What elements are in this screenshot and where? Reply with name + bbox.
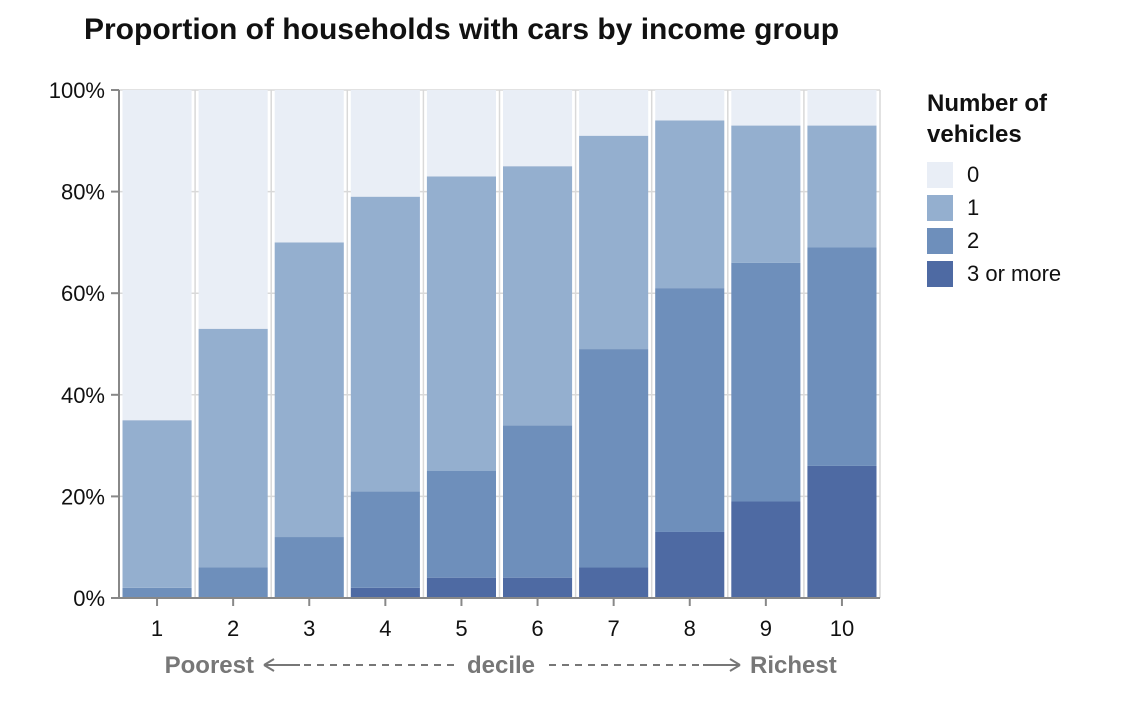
x-tick-label: 10 [830, 616, 854, 641]
legend-item: 2 [927, 224, 1097, 257]
x-tick-label: 1 [151, 616, 163, 641]
bars [122, 90, 877, 598]
x-tick-label: 7 [608, 616, 620, 641]
y-tick-label: 40% [61, 383, 105, 408]
legend-swatch [927, 194, 953, 221]
bar-segment [731, 90, 801, 126]
bar-segment [274, 242, 344, 538]
x-tick-label: 8 [684, 616, 696, 641]
legend-swatch [927, 260, 953, 287]
bar-segment [731, 262, 801, 502]
bar-segment [274, 90, 344, 243]
bar-segment [807, 90, 877, 126]
bar-segment [503, 577, 573, 598]
bar-segment [579, 135, 649, 350]
x-axis-label: decile [467, 652, 535, 679]
bar-segment [655, 531, 725, 598]
bar-segment [198, 567, 268, 598]
legend-title: Number of vehicles [927, 90, 1047, 148]
y-tick-label: 60% [61, 281, 105, 306]
y-tick-label: 0% [73, 586, 105, 611]
bar-segment [655, 120, 725, 289]
legend-item: 1 [927, 191, 1097, 224]
y-tick-label: 100% [49, 78, 105, 103]
y-tick-label: 80% [61, 180, 105, 205]
bar-segment [503, 90, 573, 167]
x-axis-right-label: Richest [750, 652, 837, 679]
bar-segment [350, 587, 420, 598]
legend-item: 0 [927, 158, 1097, 191]
legend-swatch [927, 161, 953, 188]
bar-segment [426, 90, 496, 177]
bar-segment [350, 90, 420, 197]
bar-segment [122, 90, 192, 421]
legend-label: 0 [967, 161, 980, 187]
x-tick-label: 5 [455, 616, 467, 641]
x-tick-label: 3 [303, 616, 315, 641]
bar-segment [122, 420, 192, 588]
y-tick-label: 20% [61, 484, 105, 509]
bar-segment [579, 567, 649, 598]
legend-label: 2 [967, 227, 980, 253]
bar-segment [350, 196, 420, 492]
x-axis-left-label: Poorest [165, 652, 254, 679]
bar-segment [807, 465, 877, 598]
left-arrow-head [263, 658, 275, 672]
bar-segment [655, 288, 725, 532]
bar-segment [503, 425, 573, 578]
x-tick-label: 2 [227, 616, 239, 641]
bar-segment [350, 491, 420, 588]
bar-segment [655, 90, 725, 121]
bar-segment [198, 90, 268, 329]
axes: 0% 20% 40% 60% 80% 100% 1 2 3 4 5 6 7 8 9 10 Poorest deci… [49, 78, 880, 679]
bar-segment [731, 501, 801, 598]
x-tick-label: 4 [379, 616, 391, 641]
bar-segment [274, 537, 344, 598]
right-arrow-head [729, 658, 741, 672]
bar-segment [807, 247, 877, 466]
legend-item: 3 or more [927, 257, 1097, 290]
legend: Number of vehicles 0 1 2 3 or more [927, 88, 1097, 290]
bar-segment [426, 176, 496, 472]
x-tick-label: 9 [760, 616, 772, 641]
bar-segment [807, 125, 877, 248]
legend-swatch [927, 227, 953, 254]
chart-title: Proportion of households with cars by in… [84, 13, 840, 46]
bar-segment [731, 125, 801, 263]
legend-label: 1 [967, 194, 980, 220]
x-tick-label: 6 [531, 616, 543, 641]
bar-segment [579, 90, 649, 136]
bar-segment [426, 577, 496, 598]
bar-segment [426, 471, 496, 578]
bar-segment [122, 587, 192, 598]
bar-segment [503, 166, 573, 426]
bar-segment [579, 349, 649, 568]
legend-label: 3 or more [967, 260, 1062, 286]
bar-segment [198, 328, 268, 568]
